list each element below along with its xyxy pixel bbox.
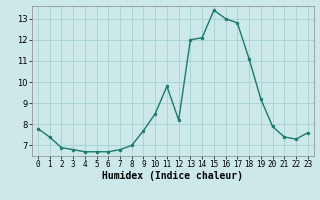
X-axis label: Humidex (Indice chaleur): Humidex (Indice chaleur) (102, 171, 243, 181)
